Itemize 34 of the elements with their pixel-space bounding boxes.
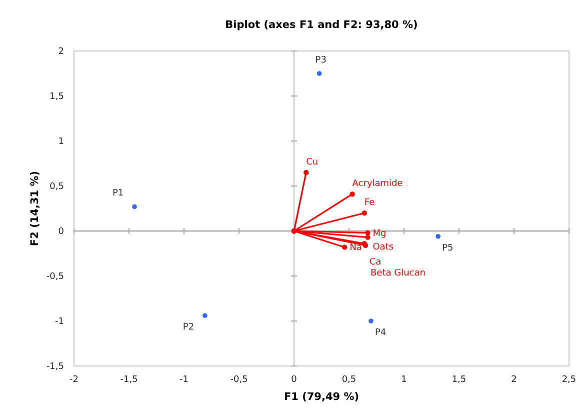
y-axis-title: F2 (14,31 %) bbox=[29, 170, 41, 246]
x-tick-label: 0 bbox=[291, 375, 298, 385]
series-label: Cu bbox=[306, 158, 318, 168]
series-label: Oats bbox=[372, 242, 394, 252]
y-tick-label: -1 bbox=[55, 317, 64, 327]
x-tick-label: -1 bbox=[180, 375, 188, 385]
series-label: Ca bbox=[369, 258, 382, 268]
y-tick-label: 2 bbox=[58, 47, 64, 57]
x-tick-label: 1 bbox=[401, 375, 407, 385]
x-tick-label: -1,5 bbox=[120, 375, 138, 385]
y-tick-label: -1,5 bbox=[46, 362, 64, 372]
series-label: Fe bbox=[364, 198, 376, 208]
series-label: Acrylamide bbox=[352, 179, 404, 190]
series-label: P1 bbox=[112, 188, 124, 199]
series-label: P5 bbox=[442, 243, 454, 254]
y-tick-label: -0,5 bbox=[46, 272, 64, 282]
series-label: P3 bbox=[315, 56, 326, 66]
series-label: Mg bbox=[372, 228, 386, 239]
x-axis-title: F1 (79,49 %) bbox=[284, 391, 360, 403]
x-tick-label: 2 bbox=[511, 375, 517, 385]
x-tick-label: -0,5 bbox=[230, 375, 248, 385]
y-tick-label: 0 bbox=[58, 227, 64, 237]
x-tick-label: 2,5 bbox=[562, 375, 576, 385]
series-label: P4 bbox=[375, 328, 386, 338]
y-tick-label: 0,5 bbox=[50, 182, 64, 192]
x-tick-label: 1,5 bbox=[452, 375, 466, 385]
text: Beta Glucan bbox=[370, 268, 426, 278]
series-label: Na bbox=[350, 243, 362, 254]
y-tick-label: 1 bbox=[58, 137, 64, 147]
chart-title: Biplot (axes F1 and F2: 93,80 %) bbox=[225, 19, 418, 31]
y-tick-label: 1,5 bbox=[50, 92, 64, 102]
x-tick-label: 0,5 bbox=[342, 375, 356, 385]
x-tick-label: -2 bbox=[70, 375, 78, 385]
series-label: P2 bbox=[182, 322, 194, 333]
